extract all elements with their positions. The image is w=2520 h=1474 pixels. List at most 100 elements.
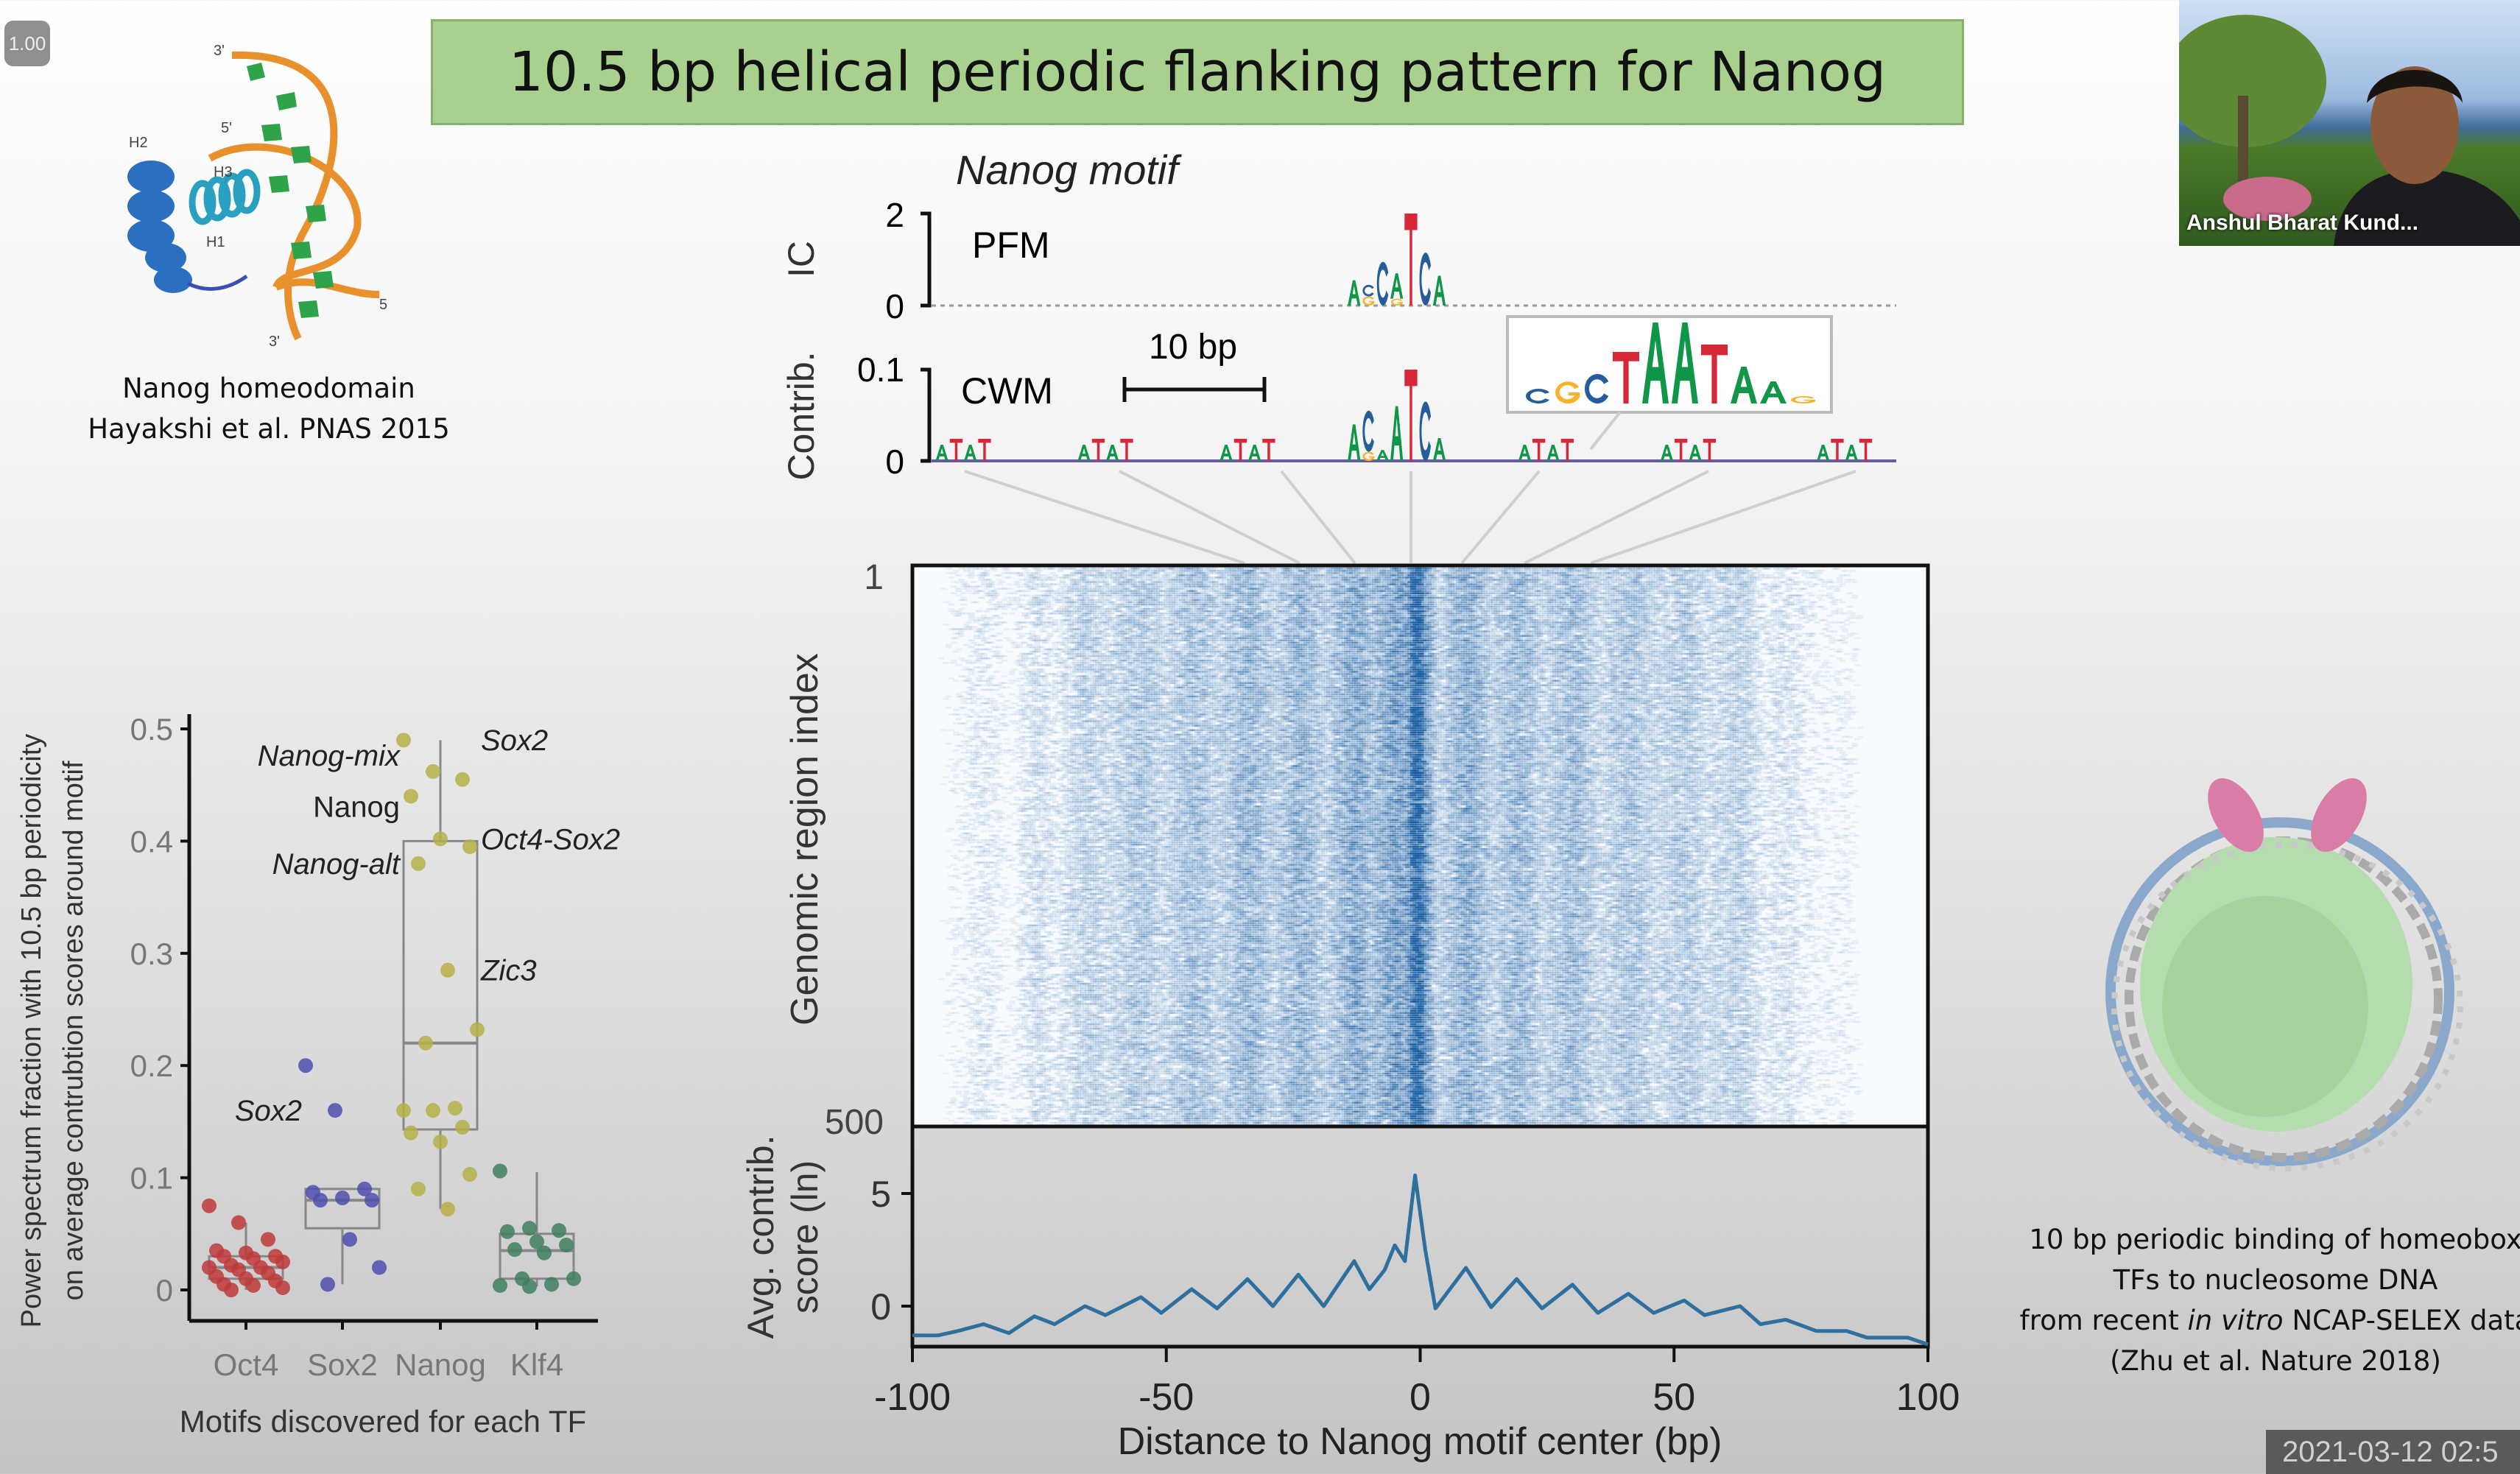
protein-label: 3': [269, 334, 280, 350]
logo-letter-a-icon: [1518, 445, 1532, 461]
boxplot-box: [304, 1188, 381, 1230]
video-timestamp: 2021-03-12 02:5: [2266, 1430, 2520, 1474]
nucleosome-caption-citation: (Zhu et al. Nature 2018): [2110, 1345, 2441, 1377]
participant-video-frame: [2179, 15, 2520, 246]
logo-letter-t-icon: [1701, 345, 1728, 403]
playback-speed-badge[interactable]: 1.00: [4, 21, 50, 66]
boxplot-annotation: Nanog: [313, 791, 400, 823]
boxplot-category-label: Nanog: [395, 1347, 486, 1382]
boxplot-point: [493, 1277, 507, 1293]
boxplot-annotation: Zic3: [480, 955, 537, 987]
line-xtick-label: 0: [1409, 1376, 1431, 1419]
boxplot-point: [418, 1035, 433, 1051]
scale-bar-label: 10 bp: [1149, 328, 1237, 367]
logo-letter-a-icon: [1642, 322, 1669, 403]
boxplot-point: [372, 1260, 387, 1275]
boxplot-box: [499, 1233, 575, 1280]
logo-letter-t-icon: [1120, 439, 1133, 461]
avg-contrib-line: [912, 1174, 1929, 1347]
boxplot-ytick-label: 0.2: [130, 1048, 173, 1083]
boxplot-point: [537, 1245, 552, 1260]
caption-text: NCAP-SELEX data: [2283, 1305, 2520, 1336]
boxplot-point: [507, 1242, 522, 1258]
logo-letter-a-icon: [1817, 445, 1830, 461]
logo-letter-a-icon: [1077, 445, 1091, 461]
participant-name-label: Anshul Bharat Kund...: [2186, 211, 2418, 235]
boxplot-point: [224, 1283, 239, 1297]
boxplot-ytick-label: 0.1: [130, 1161, 173, 1196]
nucleosome-caption: 10 bp periodic binding of homeobox TFs t…: [1996, 1219, 2520, 1381]
protein-label: 5': [221, 120, 232, 136]
boxplot-point: [529, 1234, 544, 1249]
protein-caption-citation: Hayakshi et al. PNAS 2015: [88, 413, 450, 445]
logo-letter-t-icon: [1233, 439, 1247, 461]
logo-letter-a-icon: [1731, 367, 1757, 403]
pfm-ytick: 0: [885, 287, 904, 325]
caption-text: from recent: [2019, 1305, 2188, 1336]
boxplot-point: [261, 1232, 275, 1247]
heatmap-ylabel: Genomic region index: [784, 653, 826, 1026]
slide-title: 10.5 bp helical periodic flanking patter…: [431, 19, 1964, 125]
logo-letter-a-icon: [964, 445, 977, 461]
boxplot-point: [411, 1181, 426, 1196]
logo-letter-a-icon: [1390, 273, 1404, 299]
boxplot-point: [246, 1277, 261, 1293]
pfm-label: PFM: [972, 225, 1050, 266]
boxplot-point: [500, 1224, 515, 1239]
participant-video-tile[interactable]: Anshul Bharat Kund...: [2179, 0, 2520, 246]
logo-letter-t-icon: [1560, 439, 1574, 461]
boxplot-point: [433, 1134, 448, 1149]
boxplot-point: [462, 839, 477, 855]
heatmap-genomic-regions: [912, 565, 1928, 1126]
logo-letter-c-icon: [1376, 261, 1389, 306]
boxplot-point: [493, 1163, 507, 1179]
boxplot-point: [328, 1103, 342, 1118]
boxplot-point: [440, 962, 455, 978]
boxplot-point: [462, 1167, 477, 1182]
caption-italic: in vitro: [2187, 1305, 2284, 1336]
logo-letter-c-icon: [1362, 410, 1374, 452]
protein-caption: Nanog homeodomain Hayakshi et al. PNAS 2…: [66, 368, 471, 449]
logo-letter-a-icon: [1219, 445, 1233, 461]
logo-letter-a-icon: [1432, 275, 1446, 306]
nucleosome-caption-line: 10 bp periodic binding of homeobox: [2029, 1224, 2520, 1255]
boxplot-category-label: Oct4: [214, 1347, 279, 1382]
boxplot-ytick-label: 0.4: [130, 824, 173, 858]
line-xtick-label: -50: [1138, 1376, 1194, 1419]
boxplot-annotation: Oct4-Sox2: [481, 823, 620, 856]
inset-logo-box: [1506, 315, 1833, 414]
avg-contrib-line-chart: Avg. contrib. score (ln) Distance to Nan…: [740, 1124, 1960, 1463]
boxplot-chart: Power spectrum fraction with 10.5 bp per…: [16, 712, 620, 1439]
boxplot-ytick-label: 0.5: [130, 712, 173, 747]
protein-label: H2: [129, 135, 148, 151]
protein-label: 3': [214, 43, 225, 59]
boxplot-point: [470, 1022, 485, 1037]
logo-letter-t-icon: [1532, 439, 1546, 461]
logo-letter-a-icon: [1348, 424, 1361, 461]
boxplot-point: [275, 1254, 290, 1269]
nanog-homeodomain-structure-image: 3' 5' H2 H3 H1 5 3': [127, 43, 387, 350]
logo-letter-a-icon: [1376, 450, 1390, 461]
boxplot-point: [411, 856, 426, 871]
line-ytick-label: 5: [870, 1174, 891, 1215]
logo-letter-c-icon: [1525, 389, 1550, 403]
nucleosome-caption-line: from recent in vitro NCAP-SELEX data: [1996, 1300, 2520, 1341]
logo-letter-g-icon: [1791, 396, 1816, 404]
boxplot-category-label: Klf4: [510, 1347, 563, 1382]
logo-letter-g-icon: [1362, 451, 1375, 462]
boxplot-annotation: Sox2: [481, 724, 548, 757]
boxplot-point: [365, 1193, 379, 1208]
boxplot-point: [522, 1221, 537, 1236]
line-ylabel-line2: score (ln): [784, 1160, 826, 1313]
boxplot-annotation: Nanog-mix: [258, 740, 401, 772]
boxplot-point: [448, 1101, 462, 1116]
boxplot-point: [396, 733, 411, 748]
protein-label: H1: [206, 234, 225, 250]
logo-letter-t-icon: [949, 439, 963, 461]
line-xtick-label: 100: [1896, 1376, 1960, 1419]
cwm-ytick: 0: [885, 442, 904, 481]
logo-letter-t-icon: [1404, 370, 1418, 461]
logo-letter-t-icon: [1831, 439, 1844, 461]
boxplot-point: [202, 1198, 217, 1213]
